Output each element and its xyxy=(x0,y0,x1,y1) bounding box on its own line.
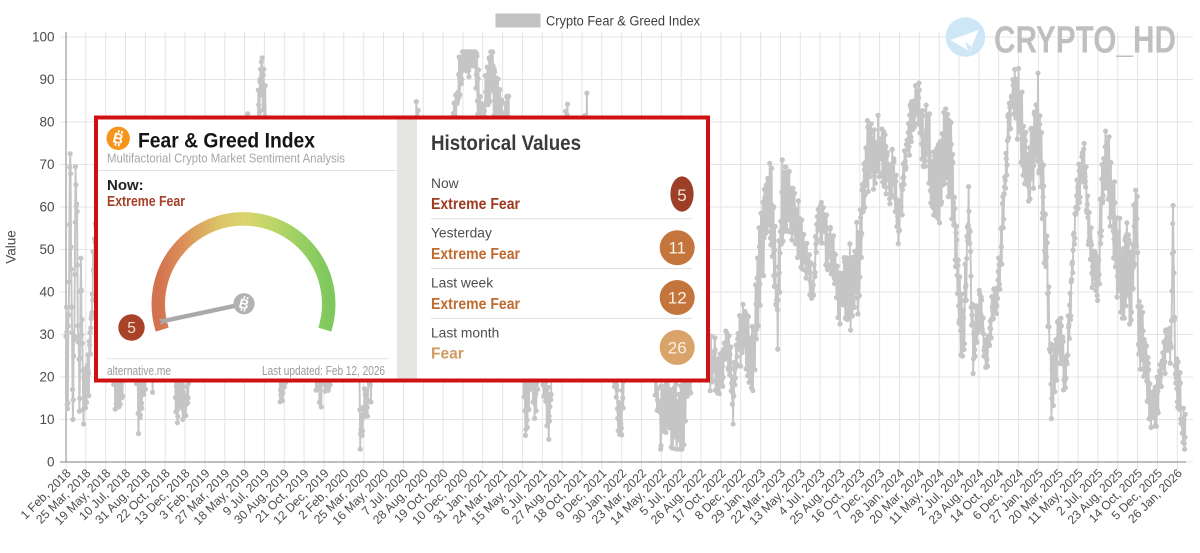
svg-text:10: 10 xyxy=(39,412,54,427)
svg-text:26: 26 xyxy=(668,338,687,357)
svg-text:30: 30 xyxy=(39,327,54,342)
svg-text:Fear & Greed Index: Fear & Greed Index xyxy=(138,129,315,153)
svg-text:80: 80 xyxy=(39,115,54,130)
svg-text:Extreme Fear: Extreme Fear xyxy=(107,193,185,210)
svg-text:Last week: Last week xyxy=(431,276,493,291)
svg-text:Fear: Fear xyxy=(431,346,464,363)
svg-text:11: 11 xyxy=(668,239,686,258)
svg-text:Now: Now xyxy=(431,176,459,191)
svg-text:Value: Value xyxy=(3,230,18,264)
svg-text:70: 70 xyxy=(39,157,54,172)
svg-text:Crypto Fear & Greed Index: Crypto Fear & Greed Index xyxy=(546,14,700,29)
svg-text:100: 100 xyxy=(32,30,55,45)
svg-text:90: 90 xyxy=(39,72,54,87)
svg-text:5: 5 xyxy=(677,186,686,205)
svg-text:50: 50 xyxy=(39,242,54,257)
svg-text:CRYPTO_HD: CRYPTO_HD xyxy=(994,20,1176,62)
svg-text:Yesterday: Yesterday xyxy=(431,226,492,241)
svg-text:Now:: Now: xyxy=(107,177,144,194)
svg-text:Last updated: Feb 12, 2026: Last updated: Feb 12, 2026 xyxy=(262,364,385,378)
svg-text:B: B xyxy=(111,130,125,148)
svg-text:Historical Values: Historical Values xyxy=(431,131,581,155)
svg-text:Last month: Last month xyxy=(431,325,499,340)
svg-text:Multifactorial Crypto Market S: Multifactorial Crypto Market Sentiment A… xyxy=(107,152,345,166)
svg-text:0: 0 xyxy=(47,455,55,470)
svg-text:12: 12 xyxy=(668,289,687,308)
svg-text:20: 20 xyxy=(39,370,54,385)
svg-text:Extreme Fear: Extreme Fear xyxy=(431,246,520,263)
svg-text:B: B xyxy=(237,296,250,313)
svg-text:alternative.me: alternative.me xyxy=(107,364,171,378)
svg-text:40: 40 xyxy=(39,285,54,300)
svg-text:Extreme Fear: Extreme Fear xyxy=(431,196,520,213)
svg-text:60: 60 xyxy=(39,200,54,215)
svg-text:Extreme Fear: Extreme Fear xyxy=(431,296,520,313)
svg-text:5: 5 xyxy=(127,320,136,337)
